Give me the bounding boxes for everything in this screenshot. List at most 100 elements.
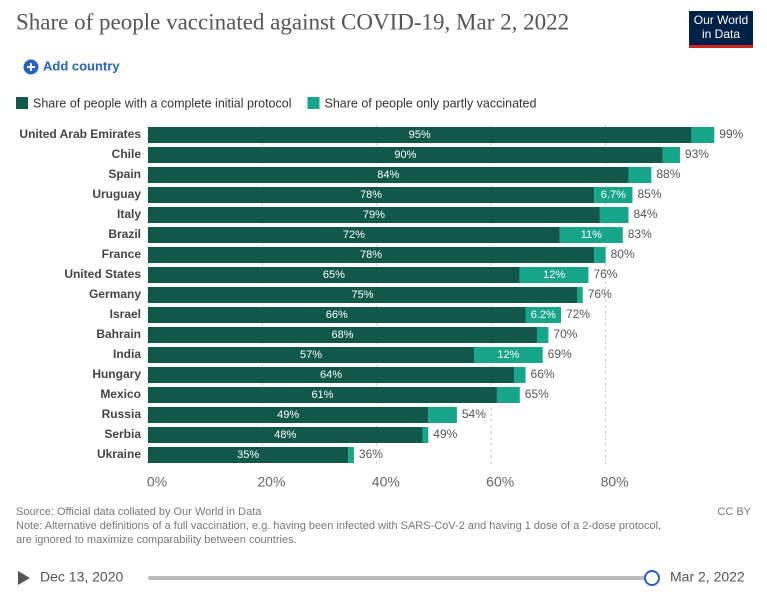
bar-label: 75% xyxy=(351,289,373,301)
bar-segment xyxy=(148,427,423,443)
bar-segment xyxy=(148,307,526,323)
bar-segment xyxy=(148,347,475,363)
bar-segment xyxy=(148,247,595,263)
y-tick-label: France xyxy=(102,247,142,261)
bar-label: 6.7% xyxy=(601,189,626,201)
logo-text: in Data xyxy=(702,27,740,41)
logo-box xyxy=(689,11,753,48)
total-label: 84% xyxy=(633,207,657,221)
bar-segment xyxy=(628,167,652,183)
y-tick-label: Israel xyxy=(110,307,141,321)
bar-segment xyxy=(148,387,497,403)
total-label: 85% xyxy=(637,187,661,201)
bar-label: 78% xyxy=(360,249,382,261)
bar-segment xyxy=(496,387,520,403)
total-label: 54% xyxy=(462,407,486,421)
bar-segment xyxy=(525,307,561,323)
bar-segment xyxy=(148,267,520,283)
bar-label: 49% xyxy=(277,409,299,421)
bar-segment xyxy=(514,367,526,383)
total-label: 66% xyxy=(531,367,555,381)
y-tick-label: United States xyxy=(64,267,141,281)
license: CC BY xyxy=(717,506,751,518)
add-country-label[interactable]: Add country xyxy=(43,58,120,73)
bar-segment xyxy=(559,227,623,243)
total-label: 72% xyxy=(566,307,590,321)
bar-segment xyxy=(662,147,680,163)
total-label: 70% xyxy=(553,327,577,341)
note: are ignored to maximize comparability be… xyxy=(16,534,297,546)
y-tick-label: Ukraine xyxy=(97,447,141,461)
bar-segment xyxy=(148,287,577,303)
bar-segment xyxy=(428,407,457,423)
total-label: 69% xyxy=(548,347,572,361)
total-label: 80% xyxy=(611,247,635,261)
timeline-handle[interactable] xyxy=(644,570,660,586)
bar-segment xyxy=(148,227,560,243)
add-icon-plus[interactable] xyxy=(27,63,35,71)
total-label: 76% xyxy=(593,267,617,281)
bar-label: 90% xyxy=(394,149,416,161)
y-tick-label: Hungary xyxy=(92,367,141,381)
play-button[interactable] xyxy=(18,571,30,585)
chart-title: Share of people vaccinated against COVID… xyxy=(16,9,569,34)
total-label: 88% xyxy=(656,167,680,181)
bar-label: 78% xyxy=(360,189,382,201)
legend-swatch xyxy=(16,97,28,109)
bar-segment xyxy=(599,207,629,223)
bar-segment xyxy=(148,327,537,343)
bar-segment xyxy=(148,187,595,203)
bar-segment xyxy=(148,367,515,383)
bar-segment xyxy=(148,147,663,163)
bar-label: 95% xyxy=(409,129,431,141)
total-label: 99% xyxy=(719,127,743,141)
y-tick-label: Mexico xyxy=(100,387,141,401)
bar-segment xyxy=(594,187,633,203)
y-tick-label: India xyxy=(113,347,141,361)
bar-label: 61% xyxy=(311,389,333,401)
x-tick-label: 20% xyxy=(257,474,285,490)
x-tick-label: 80% xyxy=(601,474,629,490)
y-tick-label: Russia xyxy=(102,407,142,421)
logo-text: Our World xyxy=(694,13,748,27)
total-label: 49% xyxy=(433,427,457,441)
timeline-end[interactable]: Mar 2, 2022 xyxy=(670,569,745,585)
timeline-start[interactable]: Dec 13, 2020 xyxy=(40,569,123,585)
y-tick-label: Italy xyxy=(117,207,141,221)
bar-segment xyxy=(474,347,543,363)
logo-stripe xyxy=(689,45,753,48)
bar-segment xyxy=(148,407,429,423)
y-tick-label: Brazil xyxy=(108,227,141,241)
bar-label: 11% xyxy=(581,229,602,241)
timeline-track[interactable] xyxy=(148,576,652,580)
bar-label: 6.2% xyxy=(531,309,556,321)
legend-label: Share of people only partly vaccinated xyxy=(324,96,536,110)
y-tick-label: Bahrain xyxy=(96,327,141,341)
bar-segment xyxy=(348,447,354,463)
bar-segment xyxy=(148,207,600,223)
bar-segment xyxy=(691,127,715,143)
total-label: 65% xyxy=(525,387,549,401)
bar-label: 65% xyxy=(323,269,345,281)
bar-segment xyxy=(519,267,589,283)
y-tick-label: Uruguay xyxy=(92,187,141,201)
bar-segment xyxy=(148,447,349,463)
bar-label: 68% xyxy=(331,329,353,341)
bar-segment xyxy=(536,327,549,343)
y-tick-label: Chile xyxy=(112,147,142,161)
bar-label: 12% xyxy=(497,349,519,361)
bar-segment xyxy=(422,427,429,443)
bar-label: 66% xyxy=(326,309,348,321)
x-tick-label: 0% xyxy=(147,474,167,490)
bar-segment xyxy=(148,127,692,143)
y-tick-label: Germany xyxy=(89,287,141,301)
x-tick-label: 40% xyxy=(372,474,400,490)
y-tick-label: United Arab Emirates xyxy=(19,127,141,141)
add-country-button[interactable]: Add country xyxy=(23,58,121,75)
bar-label: 84% xyxy=(377,169,399,181)
total-label: 93% xyxy=(685,147,709,161)
x-tick-label: 60% xyxy=(486,474,514,490)
bar-segment xyxy=(148,167,629,183)
total-label: 36% xyxy=(359,447,383,461)
